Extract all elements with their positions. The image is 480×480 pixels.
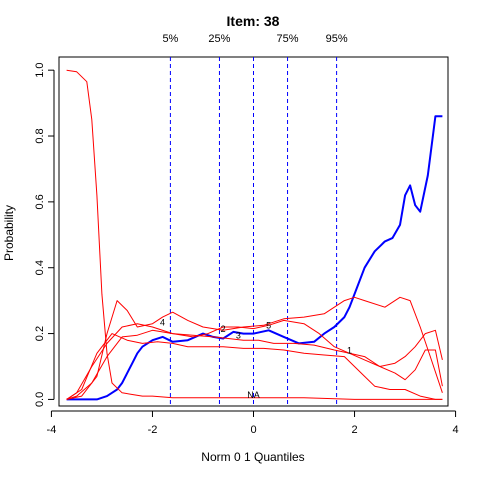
quantile-label: 75% [277,33,299,45]
option-curve-1 [66,69,443,400]
option-curve-5 [66,333,443,400]
x-tick-label: 0 [250,424,256,436]
x-tick-label: 2 [351,424,357,436]
x-tick-label: -2 [148,424,158,436]
x-axis-title: Norm 0 1 Quantiles [201,450,304,464]
curve-label: 3 [236,331,241,341]
y-tick-label: 0.8 [34,128,46,143]
curve-label: 5 [266,321,271,331]
curve-label: NA [247,390,260,400]
x-tick-label: -4 [47,424,57,436]
curve-label: 2 [221,324,226,334]
key-option-curve [66,115,443,401]
y-tick-label: 0.6 [34,194,46,209]
y-tick-label: 0.0 [34,392,46,407]
curve-label: 1 [347,345,352,355]
x-tick-label: 4 [453,424,459,436]
quantile-label: 25% [208,33,230,45]
chart-title: Item: 38 [227,13,280,29]
quantile-label: 95% [326,33,348,45]
y-tick-label: 0.4 [34,260,46,275]
y-tick-label: 0.2 [34,326,46,341]
quantile-label: 5% [162,33,178,45]
curve-label: 4 [160,317,165,327]
y-axis-title: Probability [2,205,16,261]
option-curve-4 [66,329,443,400]
y-tick-label: 1.0 [34,63,46,78]
option-curve-2 [66,296,443,400]
option-curve-3 [66,319,443,400]
